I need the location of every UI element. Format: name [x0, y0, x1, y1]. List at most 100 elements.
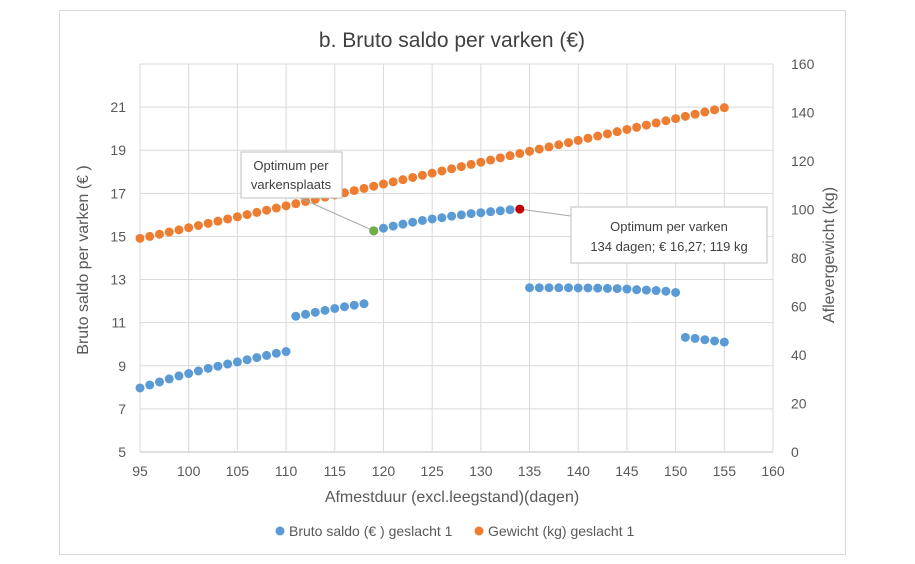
data-point-gewicht	[710, 105, 720, 115]
data-point-gewicht	[135, 233, 145, 243]
data-point-bruto-saldo	[456, 210, 466, 220]
y2-tick-label: 20	[791, 396, 807, 412]
x-axis-ticks: 95 100 105 110 115 120 125 130 135 140 145 150 155 16…	[132, 463, 785, 479]
data-point-bruto-saldo	[252, 353, 262, 363]
data-point-bruto-saldo	[408, 217, 418, 227]
data-point-gewicht	[378, 179, 388, 189]
x-tick-label: 155	[713, 463, 737, 479]
data-point-bruto-saldo	[612, 284, 622, 294]
data-point-bruto-saldo	[476, 208, 486, 218]
data-point-gewicht	[690, 109, 700, 119]
y2-tick-label: 40	[791, 347, 807, 363]
data-point-bruto-saldo	[145, 380, 155, 390]
data-point-gewicht	[369, 181, 379, 191]
highlight-points	[369, 204, 525, 236]
data-point-gewicht	[184, 223, 194, 233]
annotation-leader-line	[299, 197, 374, 232]
legend-marker-bruto-saldo	[275, 526, 285, 536]
data-point-gewicht	[145, 231, 155, 241]
legend-label-gewicht: Gewicht (kg) geslacht 1	[488, 523, 634, 539]
x-tick-label: 115	[324, 463, 347, 479]
y-axis-title: Bruto saldo per varken (€ )	[75, 165, 92, 354]
legend: Bruto saldo (€ ) geslacht 1 Gewicht (kg)…	[275, 523, 634, 539]
data-point-bruto-saldo	[320, 305, 330, 315]
x-tick-label: 140	[567, 463, 591, 479]
data-point-bruto-saldo	[583, 283, 593, 293]
data-point-bruto-saldo	[495, 206, 505, 216]
data-point-bruto-saldo	[242, 355, 252, 365]
data-point-bruto-saldo	[164, 374, 174, 384]
data-point-bruto-saldo	[417, 215, 427, 225]
data-point-gewicht	[398, 175, 408, 185]
y-tick-label: 11	[111, 315, 126, 331]
data-point-bruto-saldo	[193, 366, 203, 376]
y-tick-label: 15	[110, 228, 126, 244]
y-tick-label: 7	[118, 401, 126, 417]
data-point-gewicht	[525, 146, 535, 156]
data-point-bruto-saldo	[486, 207, 496, 217]
data-point-gewicht	[417, 170, 427, 180]
data-point-bruto-saldo	[710, 336, 720, 346]
data-point-gewicht	[213, 216, 223, 226]
data-point-bruto-saldo	[671, 287, 681, 297]
y2-tick-label: 140	[791, 105, 815, 121]
data-point-bruto-saldo	[466, 209, 476, 219]
annotation-line: Optimum per varken	[610, 219, 728, 234]
data-point-gewicht	[641, 120, 651, 130]
annotation-line: 134 dagen; € 16,27; 119 kg	[590, 239, 747, 254]
x-tick-label: 110	[275, 463, 298, 479]
data-point-gewicht	[661, 116, 671, 126]
data-point-gewicht	[700, 107, 710, 117]
data-point-gewicht	[408, 172, 418, 182]
data-point-gewicht	[495, 153, 505, 163]
data-point-bruto-saldo	[281, 347, 291, 357]
y-tick-label: 13	[110, 272, 126, 288]
y2-axis-title: Aflevergewicht (kg)	[821, 187, 838, 323]
x-tick-label: 130	[469, 463, 493, 479]
annotation-line: varkensplaats	[251, 177, 332, 192]
data-point-gewicht	[515, 148, 525, 158]
data-point-bruto-saldo	[135, 383, 145, 393]
data-point-gewicht	[680, 111, 690, 121]
data-point-gewicht	[563, 138, 573, 148]
data-point-bruto-saldo	[593, 283, 603, 293]
y2-tick-label: 160	[791, 56, 815, 72]
annotation-optimum-varkensplaats: Optimum per varkensplaats	[240, 151, 374, 232]
data-point-bruto-saldo	[174, 371, 184, 381]
data-point-gewicht	[193, 221, 203, 231]
x-tick-label: 120	[372, 463, 396, 479]
data-point-bruto-saldo	[573, 283, 583, 293]
data-point-bruto-saldo	[154, 377, 164, 387]
chart-frame	[59, 10, 846, 555]
series-bruto-saldo	[135, 205, 729, 393]
y-tick-label: 19	[110, 142, 126, 158]
highlight-point	[515, 204, 525, 214]
y2-axis-ticks: 0 20 40 60 80 100 120 140 160	[791, 56, 815, 460]
data-point-gewicht	[612, 127, 622, 137]
x-tick-label: 150	[664, 463, 688, 479]
data-point-bruto-saldo	[203, 363, 213, 373]
data-point-bruto-saldo	[651, 286, 661, 296]
data-point-gewicht	[242, 210, 252, 220]
data-point-gewicht	[223, 214, 233, 224]
data-point-gewicht	[232, 212, 242, 222]
data-point-gewicht	[583, 133, 593, 143]
annotation-leader-line	[519, 208, 572, 217]
data-point-bruto-saldo	[525, 283, 535, 293]
data-point-gewicht	[719, 103, 729, 113]
legend-label-bruto-saldo: Bruto saldo (€ ) geslacht 1	[289, 523, 453, 539]
data-point-bruto-saldo	[632, 285, 642, 295]
y-tick-label: 17	[110, 185, 126, 201]
data-point-bruto-saldo	[291, 311, 301, 321]
x-tick-label: 160	[761, 463, 785, 479]
data-point-bruto-saldo	[602, 283, 612, 293]
data-point-bruto-saldo	[690, 333, 700, 343]
data-point-bruto-saldo	[719, 337, 729, 347]
data-point-gewicht	[164, 227, 174, 237]
y2-tick-label: 0	[791, 444, 799, 460]
x-tick-label: 135	[518, 463, 542, 479]
data-point-bruto-saldo	[359, 299, 369, 309]
x-tick-label: 105	[226, 463, 250, 479]
data-point-bruto-saldo	[232, 357, 242, 367]
data-point-gewicht	[544, 142, 554, 152]
